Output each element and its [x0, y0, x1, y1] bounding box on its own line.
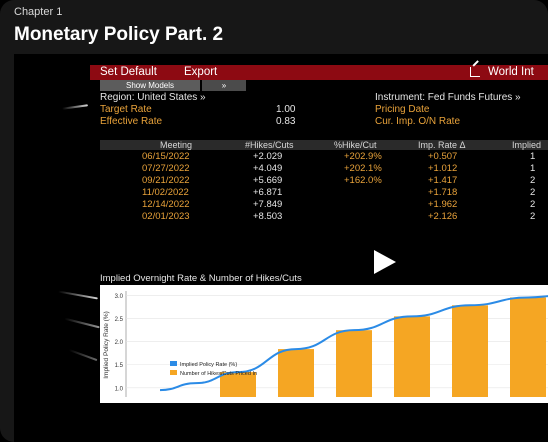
region-selector[interactable]: Region: United States » — [100, 92, 206, 103]
cell-meeting: 09/21/2022 — [142, 175, 190, 186]
instrument-selector[interactable]: Instrument: Fed Funds Futures » — [375, 92, 521, 103]
legend-entry: Implied Policy Rate (%) — [180, 362, 237, 368]
cell-delta: +0.507 — [428, 151, 458, 162]
cell-pct: +162.0% — [344, 175, 382, 186]
cell-implied: 1 — [530, 151, 536, 162]
col-meeting[interactable]: Meeting — [160, 140, 193, 150]
terminal-menubar: Set Default Export World Int — [90, 65, 548, 80]
pricing-date-label: Pricing Date — [375, 104, 430, 115]
external-link-icon[interactable] — [470, 67, 480, 77]
col-implied[interactable]: Implied — [512, 140, 542, 150]
expand-arrows-button[interactable]: » — [202, 80, 246, 91]
col-pct[interactable]: %Hike/Cut — [334, 140, 377, 150]
bar — [220, 372, 256, 397]
y-tick-label: 2.0 — [115, 340, 124, 346]
cell-hikes: +5.669 — [253, 175, 283, 186]
chart-panel: 3.0 2.5 2.0 1.5 1.0 Implied Policy Rate (%) Im… — [100, 285, 548, 403]
cell-meeting: 06/15/2022 — [142, 151, 190, 162]
col-imp-rate[interactable]: Imp. Rate Δ — [418, 140, 466, 150]
set-default-button[interactable]: Set Default — [100, 66, 157, 78]
implied-rate-chart: Implied Overnight Rate & Number of Hikes… — [100, 273, 548, 403]
effective-rate-label: Effective Rate — [100, 116, 163, 127]
bar — [510, 297, 546, 397]
cell-delta: +2.126 — [428, 211, 458, 222]
cell-meeting: 12/14/2022 — [142, 199, 190, 210]
cell-implied: 2 — [530, 175, 536, 186]
table-row[interactable]: 09/21/2022 +5.669 +162.0% +1.417 2 — [90, 175, 548, 186]
series-line — [159, 295, 548, 392]
target-rate-label: Target Rate — [100, 104, 152, 115]
cell-hikes: +7.849 — [253, 199, 283, 210]
table-row[interactable]: 07/27/2022 +4.049 +202.1% +1.012 1 — [90, 163, 548, 174]
table-row[interactable]: 06/15/2022 +2.029 +202.9% +0.507 1 — [90, 151, 548, 162]
cell-meeting: 11/02/2022 — [142, 187, 189, 198]
y-tick-label: 2.5 — [115, 317, 124, 323]
cell-delta: +1.012 — [428, 163, 458, 174]
cell-implied: 2 — [530, 199, 536, 210]
page-title: Monetary Policy Part. 2 — [14, 24, 224, 45]
bar — [278, 349, 314, 397]
target-rate-value: 1.00 — [276, 104, 296, 115]
legend-swatch — [170, 361, 177, 366]
show-models-button[interactable]: Show Models — [100, 80, 200, 91]
bar — [336, 330, 372, 397]
bar — [452, 305, 488, 397]
cell-meeting: 07/27/2022 — [142, 163, 190, 174]
cur-imp-rate-label: Cur. Imp. O/N Rate — [375, 116, 461, 127]
play-icon[interactable] — [374, 250, 396, 274]
bloomberg-terminal: Set Default Export World Int Show Models… — [90, 65, 548, 403]
export-button[interactable]: Export — [184, 66, 218, 78]
light-streak — [61, 104, 89, 110]
legend-entry: Number of Hikes/Cuts Priced In — [180, 371, 257, 377]
y-tick-label: 3.0 — [115, 294, 124, 300]
cell-implied: 2 — [530, 187, 536, 198]
y-tick-label: 1.0 — [115, 386, 124, 392]
table-row[interactable]: 11/02/2022 +6.871 +1.718 2 — [90, 187, 548, 198]
cell-delta: +1.417 — [428, 175, 458, 186]
y-axis-label: Implied Policy Rate (%) — [103, 311, 110, 379]
cell-pct: +202.9% — [344, 151, 382, 162]
world-interest-link[interactable]: World Int — [488, 66, 534, 78]
chapter-label: Chapter 1 — [14, 6, 63, 18]
cell-pct: +202.1% — [344, 163, 382, 174]
cell-delta: +1.718 — [428, 187, 458, 198]
legend-swatch — [170, 370, 177, 375]
cell-hikes: +4.049 — [253, 163, 283, 174]
y-tick-label: 1.5 — [115, 363, 124, 369]
table-row[interactable]: 12/14/2022 +7.849 +1.962 2 — [90, 199, 548, 210]
table-row[interactable]: 02/01/2023 +8.503 +2.126 2 — [90, 211, 548, 222]
cell-hikes: +2.029 — [253, 151, 283, 162]
chart-title: Implied Overnight Rate & Number of Hikes… — [100, 273, 302, 284]
cell-implied: 1 — [530, 163, 536, 174]
col-hikes[interactable]: #Hikes/Cuts — [245, 140, 294, 150]
cell-hikes: +6.871 — [253, 187, 283, 198]
cell-hikes: +8.503 — [253, 211, 283, 222]
effective-rate-value: 0.83 — [276, 116, 296, 127]
bar — [394, 316, 430, 397]
table-header: Meeting #Hikes/Cuts %Hike/Cut Imp. Rate … — [100, 140, 548, 150]
cell-implied: 2 — [530, 211, 536, 222]
cell-meeting: 02/01/2023 — [142, 211, 190, 222]
chart-svg: 3.0 2.5 2.0 1.5 1.0 Implied Policy Rate (%) Im… — [103, 291, 548, 397]
cell-delta: +1.962 — [428, 199, 458, 210]
